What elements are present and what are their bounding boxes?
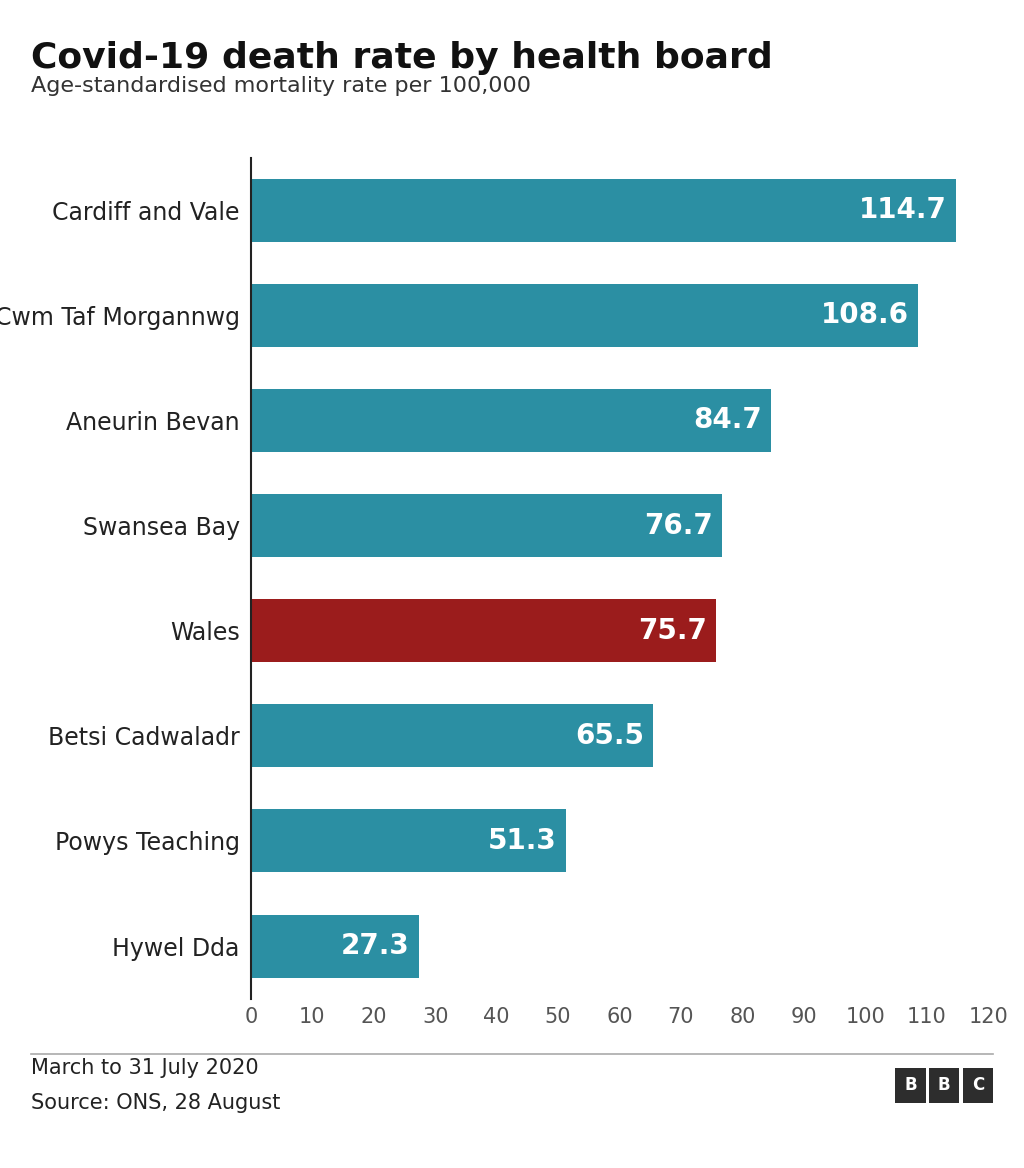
Bar (251, 389, 771, 452)
Bar (251, 284, 919, 347)
Text: Covid-19 death rate by health board: Covid-19 death rate by health board (31, 41, 772, 75)
Text: 75.7: 75.7 (638, 617, 707, 645)
Text: B: B (904, 1076, 916, 1094)
Text: 76.7: 76.7 (644, 512, 713, 540)
Bar (251, 915, 419, 978)
Text: 27.3: 27.3 (341, 932, 410, 960)
Text: Age-standardised mortality rate per 100,000: Age-standardised mortality rate per 100,… (31, 76, 530, 96)
Bar (251, 809, 566, 872)
Bar (251, 179, 955, 242)
Text: 114.7: 114.7 (858, 196, 946, 224)
Text: Source: ONS, 28 August: Source: ONS, 28 August (31, 1093, 281, 1113)
Bar (251, 704, 653, 767)
Text: 65.5: 65.5 (575, 722, 644, 750)
Bar (251, 599, 716, 662)
Text: March to 31 July 2020: March to 31 July 2020 (31, 1058, 258, 1078)
Text: 108.6: 108.6 (821, 301, 909, 329)
Text: C: C (972, 1076, 984, 1094)
Text: B: B (938, 1076, 950, 1094)
Bar (251, 494, 722, 557)
Text: 51.3: 51.3 (488, 827, 557, 855)
Text: 84.7: 84.7 (693, 406, 762, 434)
